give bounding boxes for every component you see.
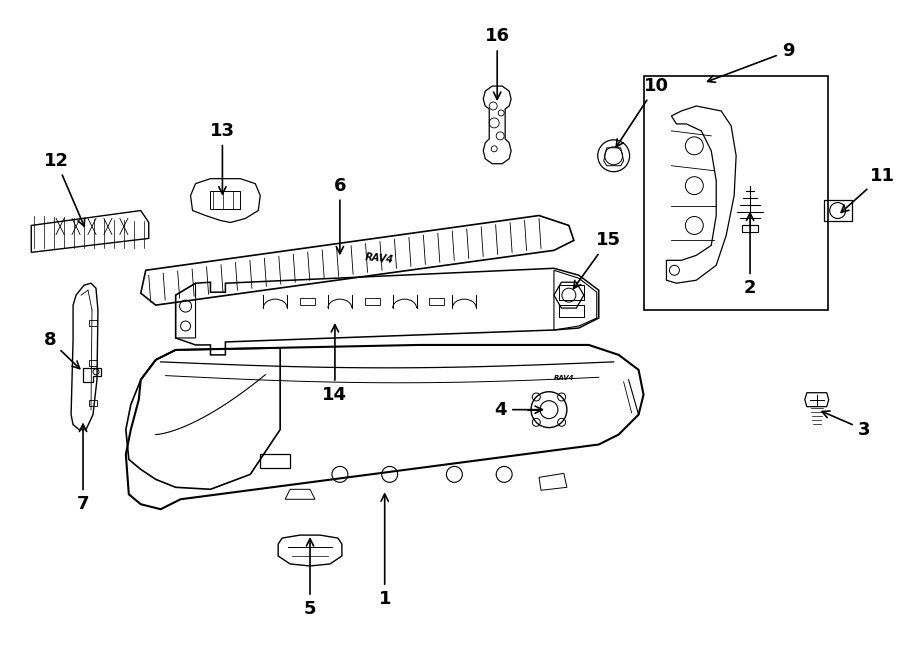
Text: 11: 11 (842, 167, 895, 212)
Bar (89, 320, 97, 326)
Text: 6: 6 (334, 176, 346, 254)
Text: 1: 1 (378, 494, 391, 608)
Text: 2: 2 (743, 214, 756, 297)
Text: 10: 10 (616, 77, 669, 147)
Bar (644, 76, 828, 310)
Bar (559, 285, 584, 300)
Bar (824, 200, 851, 221)
Text: 8: 8 (43, 331, 80, 369)
Bar (559, 305, 584, 317)
Text: 14: 14 (322, 325, 347, 404)
Text: 7: 7 (76, 424, 89, 513)
Text: RAV4: RAV4 (365, 252, 394, 265)
Text: 16: 16 (485, 27, 509, 99)
Bar (89, 360, 97, 366)
Text: 12: 12 (43, 152, 85, 226)
Text: 5: 5 (304, 539, 316, 618)
Bar (211, 190, 240, 208)
Text: 4: 4 (495, 401, 543, 418)
Bar (89, 400, 97, 406)
Text: 3: 3 (822, 411, 870, 438)
Text: 15: 15 (573, 231, 621, 288)
Bar (260, 455, 290, 469)
Text: 9: 9 (707, 42, 794, 83)
Text: 13: 13 (210, 122, 235, 194)
Text: RAV4: RAV4 (554, 375, 574, 381)
